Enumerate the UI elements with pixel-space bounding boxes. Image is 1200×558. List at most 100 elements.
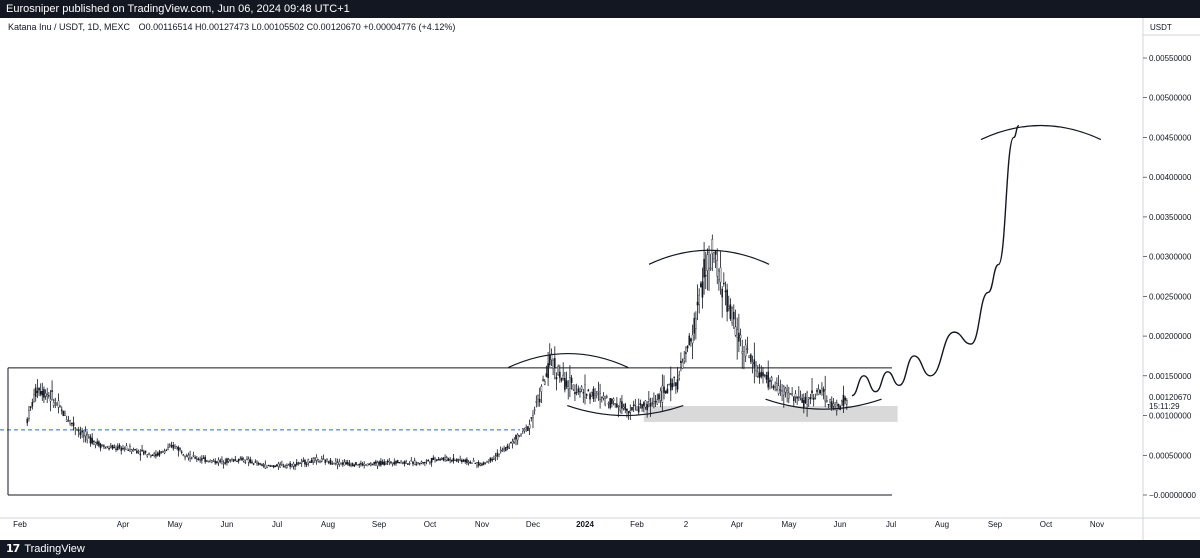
candle-body [165,449,168,452]
price-chart[interactable]: USDT 0.00550000 0.00500000 0.00450000 0.0040… [0,18,1200,540]
projection-path[interactable] [851,124,1020,397]
chart-area[interactable]: USDT 0.00550000 0.00500000 0.00450000 0.0040… [0,18,1200,540]
candle-body [363,463,365,466]
candle-body [462,460,465,462]
candle-body [84,431,87,437]
candle-body [604,398,606,405]
candle-body [158,451,161,456]
candle-body [79,432,82,435]
candle-body [242,459,245,462]
candle-body [351,463,354,467]
candle-body [765,375,768,380]
candle-body [326,459,328,462]
candle-body [348,463,351,466]
candle-body [724,290,727,293]
candle-body [580,386,583,390]
legend-open-label: O [138,22,146,32]
candle-body [559,371,561,378]
candle-body [464,459,467,463]
candle-body [548,355,551,366]
candle-body [844,397,846,401]
annotation-arc-1[interactable] [507,352,629,369]
candle-body [227,459,230,462]
candle-body [579,391,581,393]
candle-body [686,345,689,349]
candle-body [499,450,502,452]
candle-body [750,354,752,362]
candle-body [466,459,468,463]
candle-body [29,406,32,408]
candle-body [822,389,825,392]
candle-body [594,393,596,396]
candle-body [156,453,159,456]
candle-body [179,448,181,450]
candle-body [494,455,497,457]
candle-body [700,283,702,288]
candle-body [783,386,785,396]
candle-body [587,389,590,392]
annotation-arc-3[interactable] [980,124,1102,141]
published-text: Eurosniper published on TradingView.com,… [6,3,350,15]
candle-body [636,406,638,411]
candle-body [569,377,571,389]
candle-body [76,429,78,431]
candle-body [261,464,263,466]
candle-body [322,458,325,460]
candle-body [247,458,250,463]
price-tick-label: 0.00500000 [1149,94,1192,103]
candle-body [62,410,65,416]
candle-body [257,462,260,465]
candle-body [600,396,603,399]
price-tick-label: 0.00200000 [1149,332,1192,341]
candle-body [763,374,766,376]
candle-body [182,454,185,456]
candle-body [434,458,436,460]
candle-body [669,378,672,391]
legend-high: 0.00127473 [201,22,250,32]
time-tick-label: Nov [475,520,489,529]
symbol-legend: Katana Inu / USDT, 1D, MEXC O0.00116514 … [8,22,455,32]
candle-body [403,461,406,465]
candle-body [729,304,732,320]
candle-body [599,393,601,400]
candle-body [671,383,674,388]
candle-body [108,448,110,450]
candle-body [132,449,135,452]
legend-close-label: C [306,22,314,32]
candle-body [356,464,359,466]
candle-body [723,282,725,285]
legend-low: 0.00105502 [256,22,305,32]
candle-body [663,386,665,393]
candle-body [533,409,536,411]
candle-body [741,351,744,354]
candle-body [104,447,107,449]
price-tick-label: 0.00250000 [1149,292,1192,301]
candle-body [229,459,232,461]
candle-body [400,460,402,464]
candle-body [91,438,94,444]
candle-body [26,418,29,424]
annotation-arc-5[interactable] [765,398,882,410]
candle-body [634,403,637,406]
candle-body [734,326,737,336]
annotation-arc-2[interactable] [648,249,770,265]
candle-body [481,463,483,466]
candle-body [560,377,563,381]
candle-body [659,390,662,401]
candle-body [410,460,413,462]
candle-body [572,384,575,390]
candle-body [206,460,208,462]
candle-body [727,306,730,309]
support-zone[interactable] [643,406,898,422]
candle-body [701,281,704,298]
candle-body [103,445,105,447]
candle-body [234,459,237,461]
candle-body [804,396,807,403]
time-tick-label: Oct [424,520,437,529]
time-tick-label: Feb [630,520,644,529]
candle-body [402,462,404,464]
legend-open: 0.00116514 [145,22,193,32]
annotation-arc-4[interactable] [567,404,684,417]
candle-body [706,254,709,271]
tradingview-logo[interactable]: 17 TradingView [6,540,85,558]
